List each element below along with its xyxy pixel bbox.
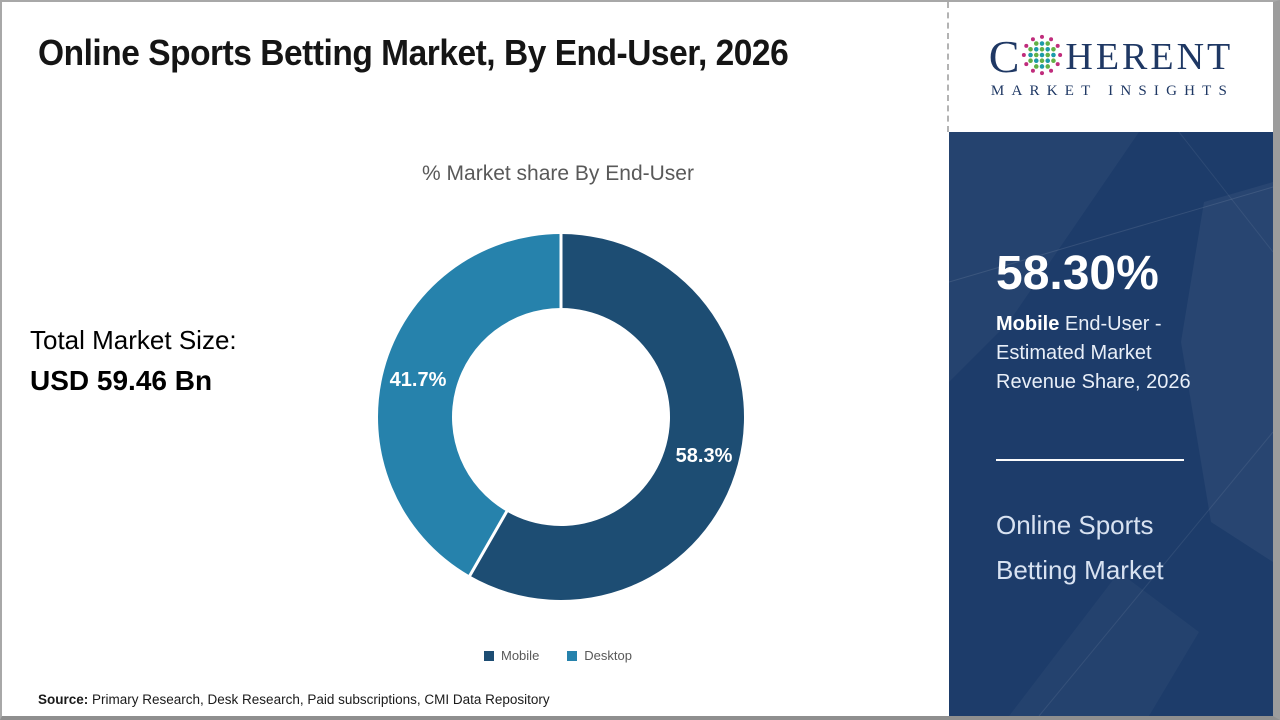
globe-dot	[1040, 64, 1045, 69]
legend-label-desktop: Desktop	[584, 648, 632, 663]
globe-dot	[1040, 34, 1045, 39]
globe-dot	[1024, 62, 1029, 67]
globe-dot	[1034, 58, 1039, 64]
total-market-size-label: Total Market Size:	[30, 325, 237, 355]
sidebar-content: 58.30% Mobile End-User - Estimated Marke…	[949, 250, 1273, 593]
globe-dot	[1045, 58, 1051, 64]
globe-dot	[1045, 52, 1051, 58]
page-title: Online Sports Betting Market, By End-Use…	[38, 32, 789, 73]
report-name: Online Sports Betting Market	[996, 510, 1164, 585]
slice-label-mobile: 58.3%	[676, 445, 733, 467]
globe-dot	[1028, 58, 1034, 64]
globe-dot	[1051, 58, 1057, 64]
globe-dot	[1028, 52, 1034, 58]
source-text: Primary Research, Desk Research, Paid su…	[88, 692, 550, 707]
chart-legend: Mobile Desktop	[328, 648, 788, 663]
slice-divider	[468, 509, 509, 578]
legend-swatch-mobile	[484, 650, 494, 661]
globe-dot	[1045, 46, 1051, 52]
globe-dot	[1056, 62, 1061, 67]
globe-dot	[1040, 58, 1045, 64]
globe-dot	[1051, 52, 1057, 58]
globe-dot	[1031, 37, 1036, 42]
globe-dot	[1049, 68, 1054, 73]
slice-label-desktop: 41.7%	[390, 369, 447, 391]
headline-segment: Mobile	[996, 313, 1060, 335]
legend-item-desktop: Desktop	[567, 648, 632, 663]
logo-letter-c: C	[988, 31, 1020, 82]
total-market-size-value: USD 59.46 Bn	[30, 365, 213, 396]
headline-stat: 58.30%	[996, 247, 1159, 300]
source-note: Source: Primary Research, Desk Research,…	[38, 692, 550, 707]
highlight-sidebar: 58.30% Mobile End-User - Estimated Marke…	[949, 132, 1273, 716]
globe-dot	[1028, 46, 1034, 52]
slice-mobile	[469, 234, 745, 600]
globe-dot	[1051, 46, 1057, 52]
globe-dot	[1040, 46, 1045, 52]
logo-subtitle: MARKET INSIGHTS	[990, 83, 1235, 99]
globe-dot	[1034, 41, 1039, 46]
legend-item-mobile: Mobile	[484, 648, 539, 663]
chart-subtitle: % Market share By End-User	[422, 162, 694, 185]
globe-dot	[1056, 43, 1061, 48]
logo-wordmark: C HERENT	[989, 34, 1234, 80]
slice-desktop	[378, 234, 561, 576]
globe-dot	[1022, 52, 1027, 58]
globe-dot	[1040, 71, 1045, 76]
dashed-separator	[947, 2, 949, 132]
globe-dot	[1045, 41, 1051, 46]
headline-description: Mobile End-User - Estimated Market Reven…	[996, 313, 1191, 393]
globe-dot	[1034, 64, 1039, 69]
legend-label-mobile: Mobile	[501, 648, 540, 663]
globe-dot	[1031, 68, 1036, 73]
globe-dot	[1040, 52, 1045, 58]
globe-dot	[1024, 43, 1029, 48]
source-label: Source:	[38, 692, 89, 707]
legend-swatch-desktop	[567, 650, 578, 661]
company-logo: C HERENT MARKET INSIGHTS	[949, 2, 1273, 132]
globe-dot	[1045, 64, 1051, 69]
total-market-size: Total Market Size: USD 59.46 Bn	[30, 324, 237, 398]
logo-letters-rest: HERENT	[1065, 36, 1234, 78]
globe-dot	[1049, 37, 1054, 42]
globe-dot	[1058, 52, 1063, 58]
globe-dot	[1034, 46, 1039, 52]
sidebar-divider	[996, 459, 1184, 461]
globe-dot	[1040, 41, 1045, 46]
donut-chart: 58.3% 41.7%	[378, 233, 745, 600]
globe-icon	[1022, 34, 1063, 76]
globe-dot	[1034, 52, 1039, 58]
